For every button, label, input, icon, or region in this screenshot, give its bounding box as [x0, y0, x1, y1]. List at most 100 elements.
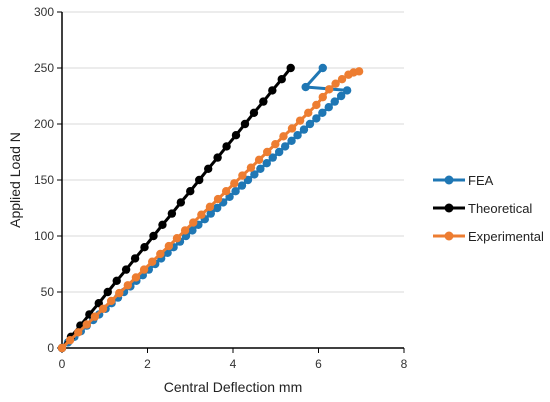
- data-point-theoretical: [249, 108, 259, 118]
- data-point-theoretical: [112, 276, 121, 285]
- data-point-experimental: [74, 328, 83, 337]
- data-point-experimental: [295, 116, 305, 125]
- data-point-experimental: [238, 171, 247, 180]
- data-point-experimental: [312, 100, 321, 110]
- data-point-theoretical: [130, 254, 140, 263]
- legend-item-experimental: Experimental: [433, 229, 544, 244]
- data-point-experimental: [318, 92, 327, 102]
- data-point-fea: [262, 159, 271, 168]
- data-point-theoretical: [176, 198, 186, 207]
- series-experimental: [57, 67, 364, 353]
- data-point-experimental: [65, 335, 75, 345]
- data-point-experimental: [180, 226, 190, 235]
- x-tick-label: 2: [144, 357, 151, 371]
- x-tick-label: 4: [230, 357, 237, 371]
- y-tick-label: 250: [34, 61, 54, 75]
- data-point-theoretical: [121, 265, 131, 274]
- data-point-fea: [280, 142, 290, 151]
- y-tick-label: 300: [34, 5, 54, 19]
- data-point-theoretical: [204, 164, 213, 173]
- legend-item-fea: FEA: [433, 173, 494, 188]
- data-point-experimental: [263, 147, 272, 157]
- data-point-fea: [274, 147, 284, 157]
- data-point-experimental: [324, 85, 334, 94]
- data-point-theoretical: [167, 209, 177, 218]
- data-point-theoretical: [231, 131, 241, 140]
- legend-label-experimental: Experimental: [468, 229, 544, 244]
- legend: FEA Theoretical Experimental: [433, 173, 544, 244]
- y-axis-title: Applied Load N: [7, 132, 23, 228]
- legend-marker-fea: [444, 175, 454, 185]
- data-point-experimental: [189, 218, 198, 227]
- data-point-fea: [293, 131, 302, 140]
- data-point-experimental: [213, 194, 223, 204]
- data-point-experimental: [287, 124, 297, 133]
- data-point-fea: [268, 153, 277, 162]
- data-point-fea: [250, 170, 259, 179]
- gridlines: [62, 11, 404, 293]
- y-tick-label: 150: [34, 173, 54, 187]
- x-axis-title: Central Deflection mm: [164, 379, 303, 395]
- data-point-theoretical: [277, 75, 286, 84]
- legend-label-fea: FEA: [468, 173, 494, 188]
- data-point-theoretical: [158, 220, 167, 229]
- data-point-experimental: [254, 155, 264, 165]
- data-point-experimental: [205, 202, 215, 212]
- data-point-fea: [301, 82, 310, 92]
- data-point-experimental: [246, 163, 256, 172]
- legend-marker-experimental: [444, 231, 454, 241]
- data-point-fea: [256, 164, 265, 173]
- data-point-fea: [318, 108, 327, 118]
- axes: [57, 11, 405, 353]
- data-point-fea: [312, 114, 321, 123]
- data-point-theoretical: [140, 243, 149, 252]
- x-tick-label: 8: [401, 357, 408, 371]
- data-point-fea: [299, 125, 309, 134]
- data-point-fea: [318, 63, 327, 73]
- data-point-experimental: [115, 288, 124, 298]
- data-point-experimental: [90, 312, 100, 321]
- data-point-experimental: [82, 320, 91, 329]
- data-point-theoretical: [240, 119, 250, 129]
- data-point-theoretical: [268, 86, 277, 95]
- y-tick-label: 100: [34, 229, 54, 243]
- series-group: [57, 63, 364, 353]
- data-point-fea: [212, 203, 222, 213]
- data-point-experimental: [172, 234, 182, 243]
- data-point-experimental: [304, 108, 313, 118]
- data-point-fea: [206, 209, 215, 218]
- data-point-theoretical: [222, 142, 231, 151]
- data-point-experimental: [337, 75, 347, 84]
- data-point-experimental: [221, 187, 231, 196]
- x-tick-label: 0: [59, 357, 66, 371]
- data-point-experimental: [197, 210, 206, 219]
- x-tick-label: 6: [315, 357, 322, 371]
- data-point-theoretical: [186, 187, 195, 196]
- data-point-theoretical: [149, 231, 158, 241]
- data-point-theoretical: [259, 97, 268, 106]
- data-point-theoretical: [213, 153, 222, 162]
- data-point-fea: [305, 119, 315, 129]
- data-point-theoretical: [195, 175, 204, 185]
- data-point-fea: [287, 136, 296, 145]
- y-tick-label: 0: [47, 341, 54, 355]
- legend-label-theoretical: Theoretical: [468, 201, 532, 216]
- data-point-experimental: [148, 257, 157, 266]
- y-tick-label: 200: [34, 117, 54, 131]
- legend-item-theoretical: Theoretical: [433, 201, 532, 216]
- data-point-experimental: [131, 273, 141, 282]
- y-tick-label: 50: [41, 285, 55, 299]
- data-point-experimental: [279, 132, 288, 141]
- data-point-experimental: [156, 249, 165, 259]
- data-point-fea: [336, 91, 346, 101]
- data-point-experimental: [354, 67, 364, 76]
- tick-labels: 0 50 100 150 200 250 300 0 2 4 6 8: [34, 5, 408, 371]
- data-point-experimental: [98, 304, 108, 313]
- data-point-theoretical: [286, 63, 295, 73]
- data-point-experimental: [57, 343, 67, 353]
- data-point-theoretical: [103, 287, 112, 297]
- data-point-experimental: [106, 296, 116, 306]
- data-point-experimental: [164, 241, 174, 251]
